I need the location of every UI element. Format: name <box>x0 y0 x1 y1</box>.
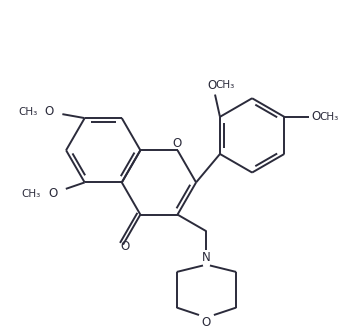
Text: CH₃: CH₃ <box>319 112 339 122</box>
Text: O: O <box>120 240 130 253</box>
Text: O: O <box>173 137 182 150</box>
Text: CH₃: CH₃ <box>18 107 38 117</box>
Text: O: O <box>202 316 211 329</box>
Text: O: O <box>48 187 57 200</box>
Text: N: N <box>202 251 211 263</box>
Text: O: O <box>311 110 320 123</box>
Text: O: O <box>45 105 54 118</box>
Text: CH₃: CH₃ <box>22 189 41 199</box>
Text: CH₃: CH₃ <box>215 80 234 90</box>
Text: O: O <box>207 79 216 92</box>
